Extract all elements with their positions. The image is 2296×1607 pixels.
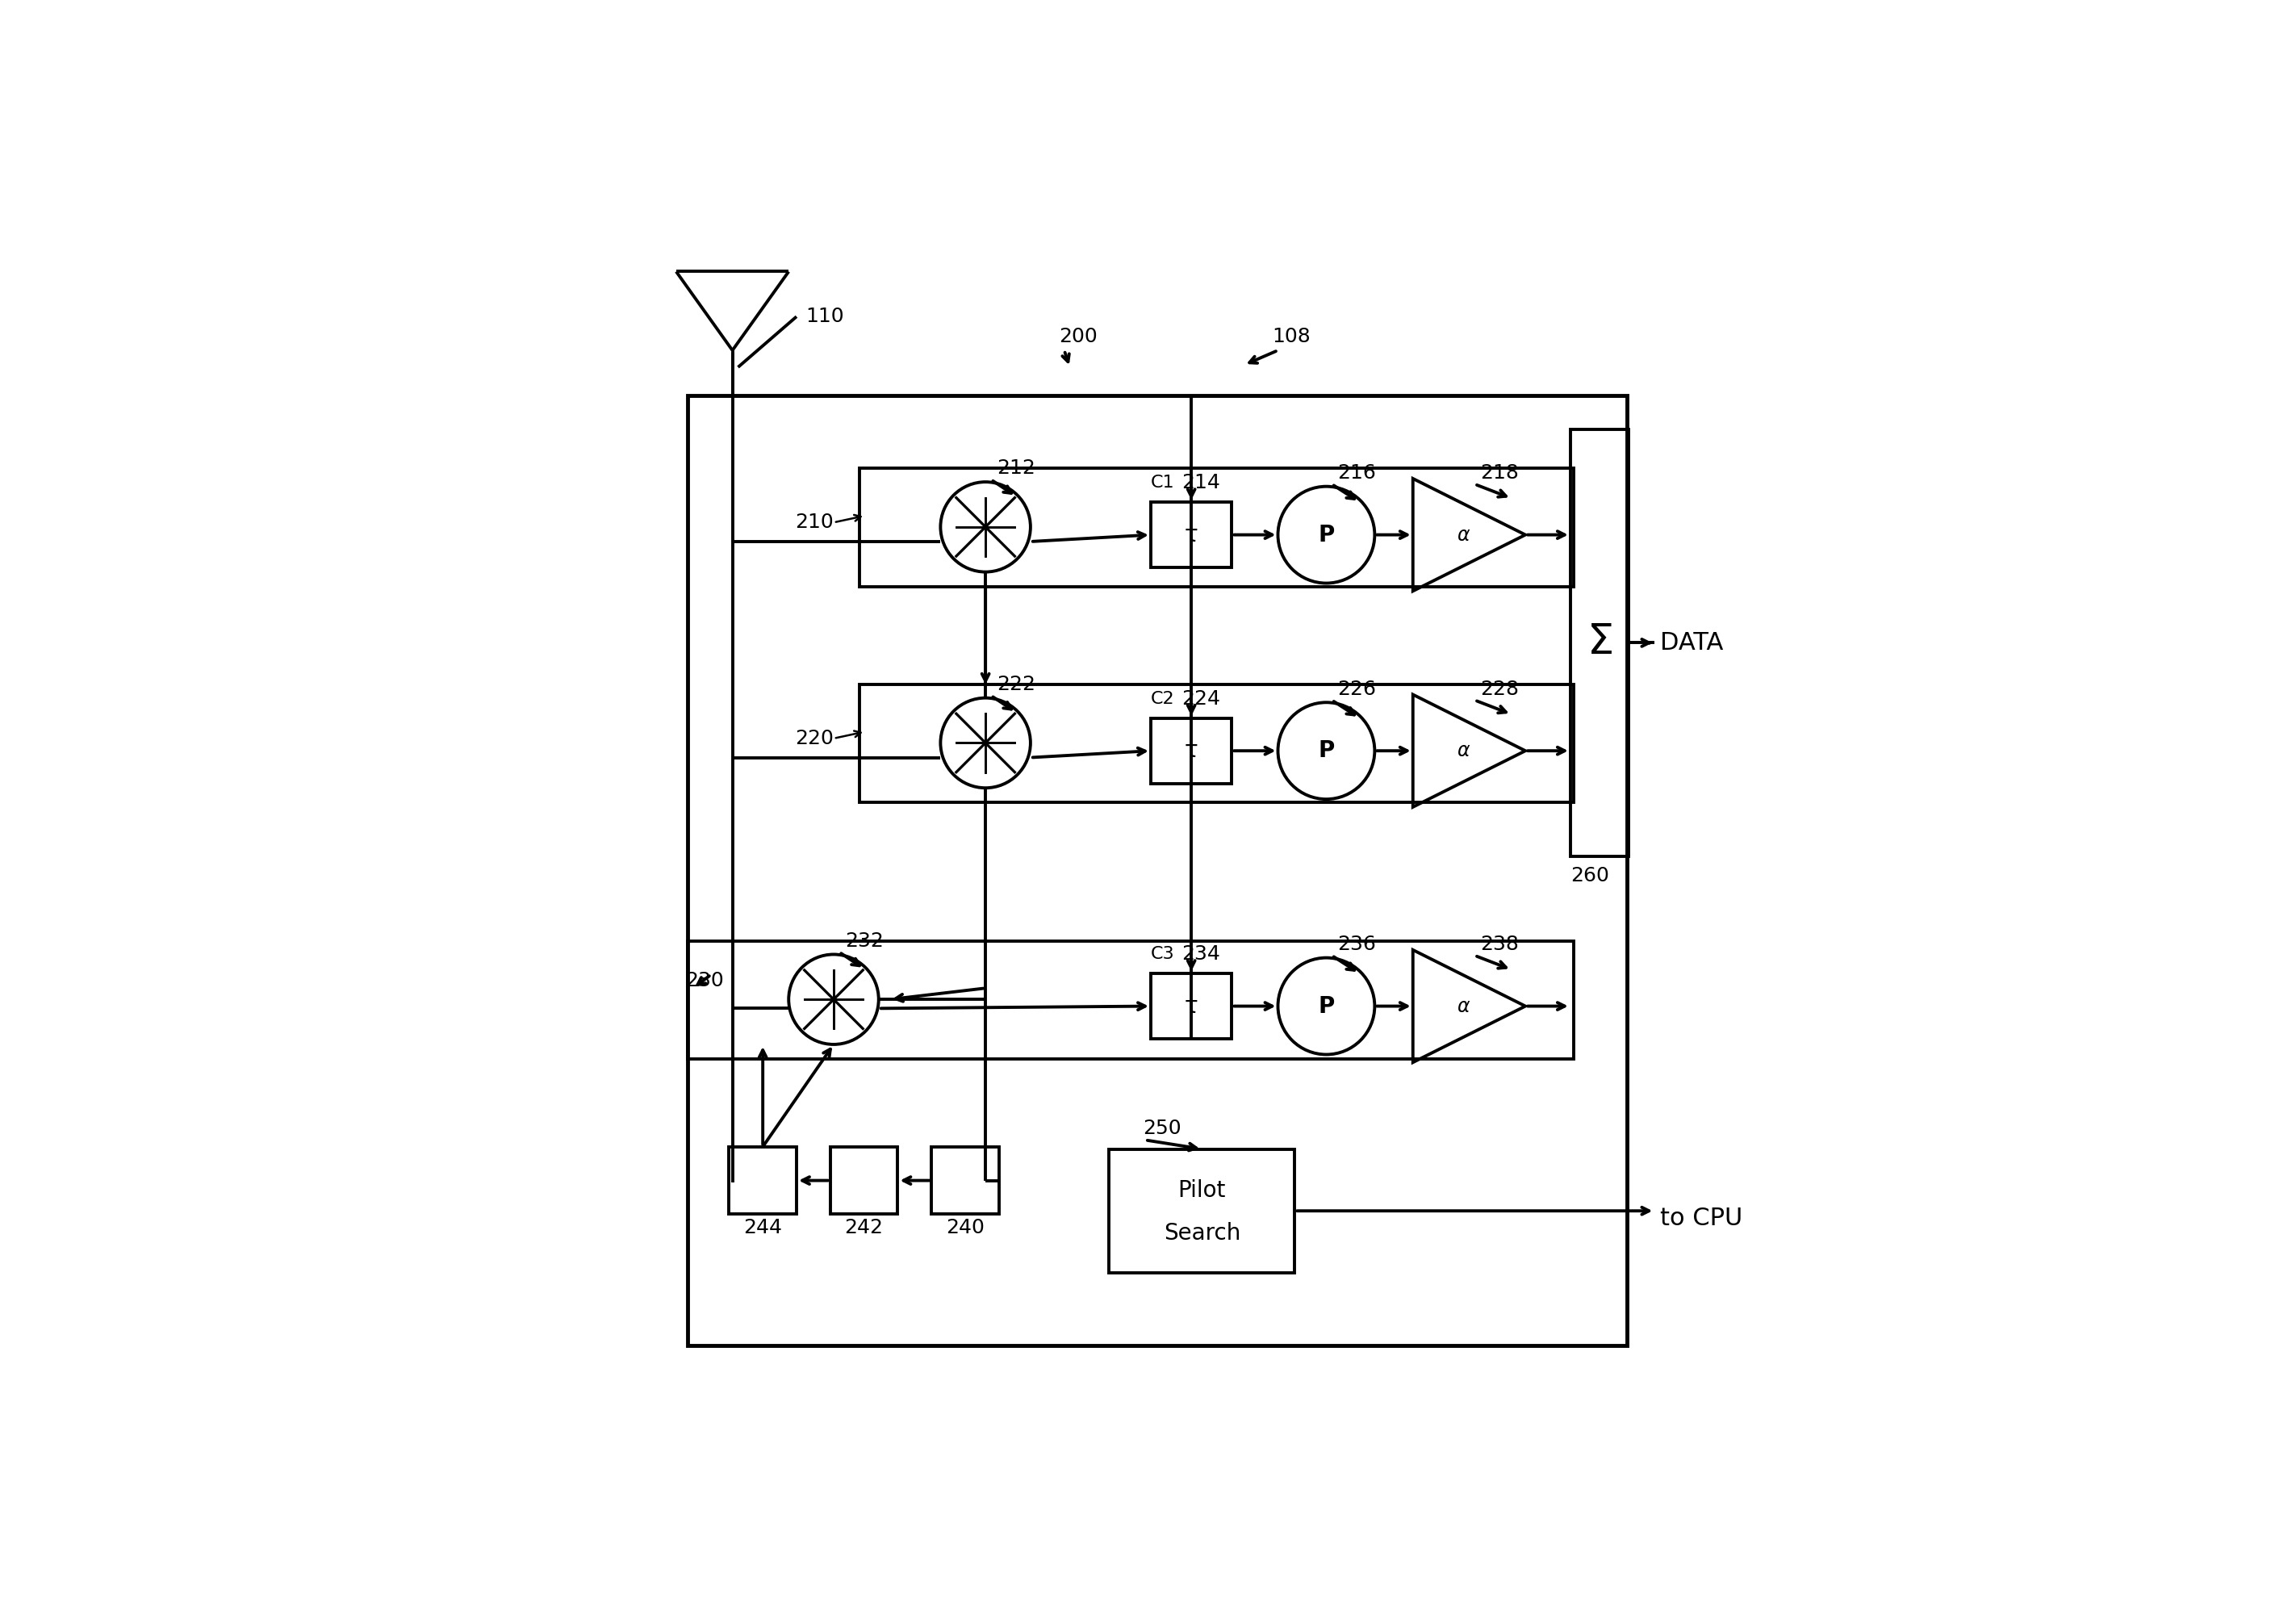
Text: 216: 216 [1339, 463, 1375, 482]
Text: τ: τ [1185, 524, 1199, 546]
Bar [1150, 718, 1233, 784]
Text: 240: 240 [946, 1218, 985, 1237]
Text: 232: 232 [845, 930, 884, 951]
Text: 228: 228 [1481, 680, 1520, 699]
Text: $\alpha$: $\alpha$ [1456, 741, 1469, 760]
Text: 224: 224 [1180, 689, 1219, 709]
Text: to CPU: to CPU [1660, 1207, 1743, 1231]
Text: 220: 220 [794, 728, 833, 749]
Text: τ: τ [1185, 995, 1199, 1017]
Bar [859, 685, 1573, 802]
Text: 212: 212 [996, 458, 1035, 479]
Text: $\alpha$: $\alpha$ [1456, 996, 1469, 1016]
Text: 238: 238 [1481, 935, 1520, 955]
Text: P: P [1318, 739, 1334, 762]
Text: 260: 260 [1570, 866, 1609, 885]
Text: τ: τ [1185, 739, 1199, 762]
Bar [859, 469, 1573, 587]
Bar [730, 1147, 797, 1215]
Bar [932, 1147, 999, 1215]
Text: 242: 242 [845, 1218, 884, 1237]
Text: P: P [1318, 524, 1334, 546]
Text: 244: 244 [744, 1218, 783, 1237]
Text: 214: 214 [1180, 474, 1219, 493]
Bar [1570, 429, 1628, 857]
Text: 222: 222 [996, 675, 1035, 694]
Text: 226: 226 [1339, 680, 1375, 699]
Text: C2: C2 [1150, 691, 1176, 707]
Bar [1150, 501, 1233, 567]
Text: 200: 200 [1058, 328, 1097, 347]
Text: C1: C1 [1150, 476, 1176, 492]
Text: C3: C3 [1150, 947, 1176, 963]
Text: 110: 110 [806, 307, 845, 326]
Text: 210: 210 [794, 513, 833, 532]
Text: 218: 218 [1481, 463, 1520, 482]
Bar [687, 942, 1573, 1059]
Text: 234: 234 [1180, 945, 1219, 964]
Text: DATA: DATA [1660, 632, 1724, 654]
Bar [1109, 1149, 1295, 1273]
Text: Search: Search [1164, 1221, 1240, 1245]
Bar [1150, 974, 1233, 1038]
Bar [831, 1147, 898, 1215]
Text: $\Sigma$: $\Sigma$ [1587, 622, 1612, 664]
Text: 230: 230 [684, 971, 723, 990]
Text: Pilot: Pilot [1178, 1180, 1226, 1202]
Text: 108: 108 [1272, 328, 1311, 347]
Text: $\alpha$: $\alpha$ [1456, 525, 1469, 545]
Text: 236: 236 [1339, 935, 1375, 955]
Text: 250: 250 [1143, 1118, 1182, 1138]
Bar [687, 395, 1626, 1347]
Text: P: P [1318, 995, 1334, 1017]
